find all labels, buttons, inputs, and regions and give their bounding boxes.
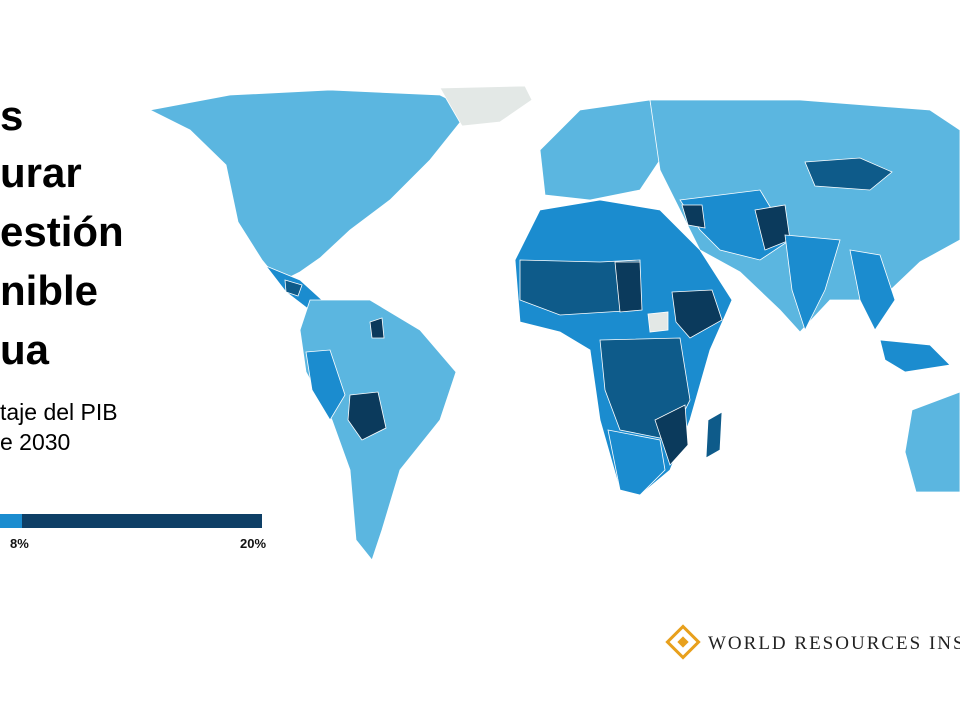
greenland: [439, 85, 533, 127]
europe: [539, 99, 661, 201]
southern-africa: [607, 429, 666, 496]
guyana: [369, 317, 385, 339]
title-line: s: [0, 92, 24, 139]
legend-label: 8%: [10, 536, 29, 551]
iraq: [681, 204, 706, 229]
mongolia: [804, 157, 893, 191]
logo-text: WORLD RESOURCES INS: [708, 633, 960, 654]
legend-bar-mid: [0, 514, 22, 528]
north-america: [148, 89, 471, 283]
title-line: urar: [0, 149, 82, 196]
indonesia: [879, 339, 951, 373]
madagascar: [705, 411, 723, 459]
ethiopia: [671, 289, 723, 339]
logo-icon: [665, 624, 701, 660]
mozambique: [654, 404, 689, 466]
title-line: ua: [0, 326, 50, 373]
legend-label: 20%: [240, 536, 267, 551]
legend-bar-dark: [22, 514, 262, 528]
bolivia: [347, 391, 387, 441]
india: [784, 234, 841, 332]
title-line: nible: [0, 267, 99, 314]
middle-east: [679, 189, 791, 261]
southeast-asia: [849, 249, 896, 331]
australia: [904, 391, 960, 493]
south-sudan: [647, 311, 669, 333]
title-line: estión: [0, 208, 124, 255]
peru: [305, 349, 346, 421]
chad: [614, 261, 643, 313]
honduras: [284, 279, 303, 297]
subtitle-line: e 2030: [0, 429, 71, 455]
subtitle-line: taje del PIB: [0, 399, 118, 425]
